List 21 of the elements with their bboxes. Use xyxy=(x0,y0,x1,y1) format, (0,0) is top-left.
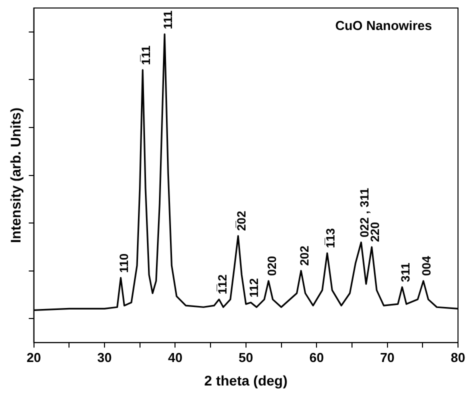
x-tick-label: 60 xyxy=(309,350,324,365)
x-tick-label: 30 xyxy=(97,350,112,365)
annotation: 004 xyxy=(420,256,434,276)
x-tick-label: 70 xyxy=(380,350,395,365)
annotation: 311 xyxy=(398,262,412,282)
annotation: 1̅11 xyxy=(138,45,153,65)
x-tick-label: 20 xyxy=(26,350,42,365)
x-tick-label: 80 xyxy=(450,350,466,365)
annotation: 1̅13 xyxy=(324,228,338,248)
annotation: 110 xyxy=(117,253,132,273)
annotation: 112 xyxy=(247,278,262,298)
y-axis-title: Intensity (arb. Units) xyxy=(7,108,24,243)
annotation: 1̅12 xyxy=(215,274,230,294)
x-axis-title: 2 theta (deg) xyxy=(204,372,288,388)
annotation: 020 xyxy=(264,256,279,276)
x-tick-label: 50 xyxy=(238,350,254,365)
annotation: 2̅02 xyxy=(234,210,248,231)
annotation: 111 xyxy=(160,10,175,30)
annotation: 202 xyxy=(297,245,312,266)
chart-title: CuO Nanowires xyxy=(335,18,432,34)
x-tick-label: 40 xyxy=(168,350,182,365)
